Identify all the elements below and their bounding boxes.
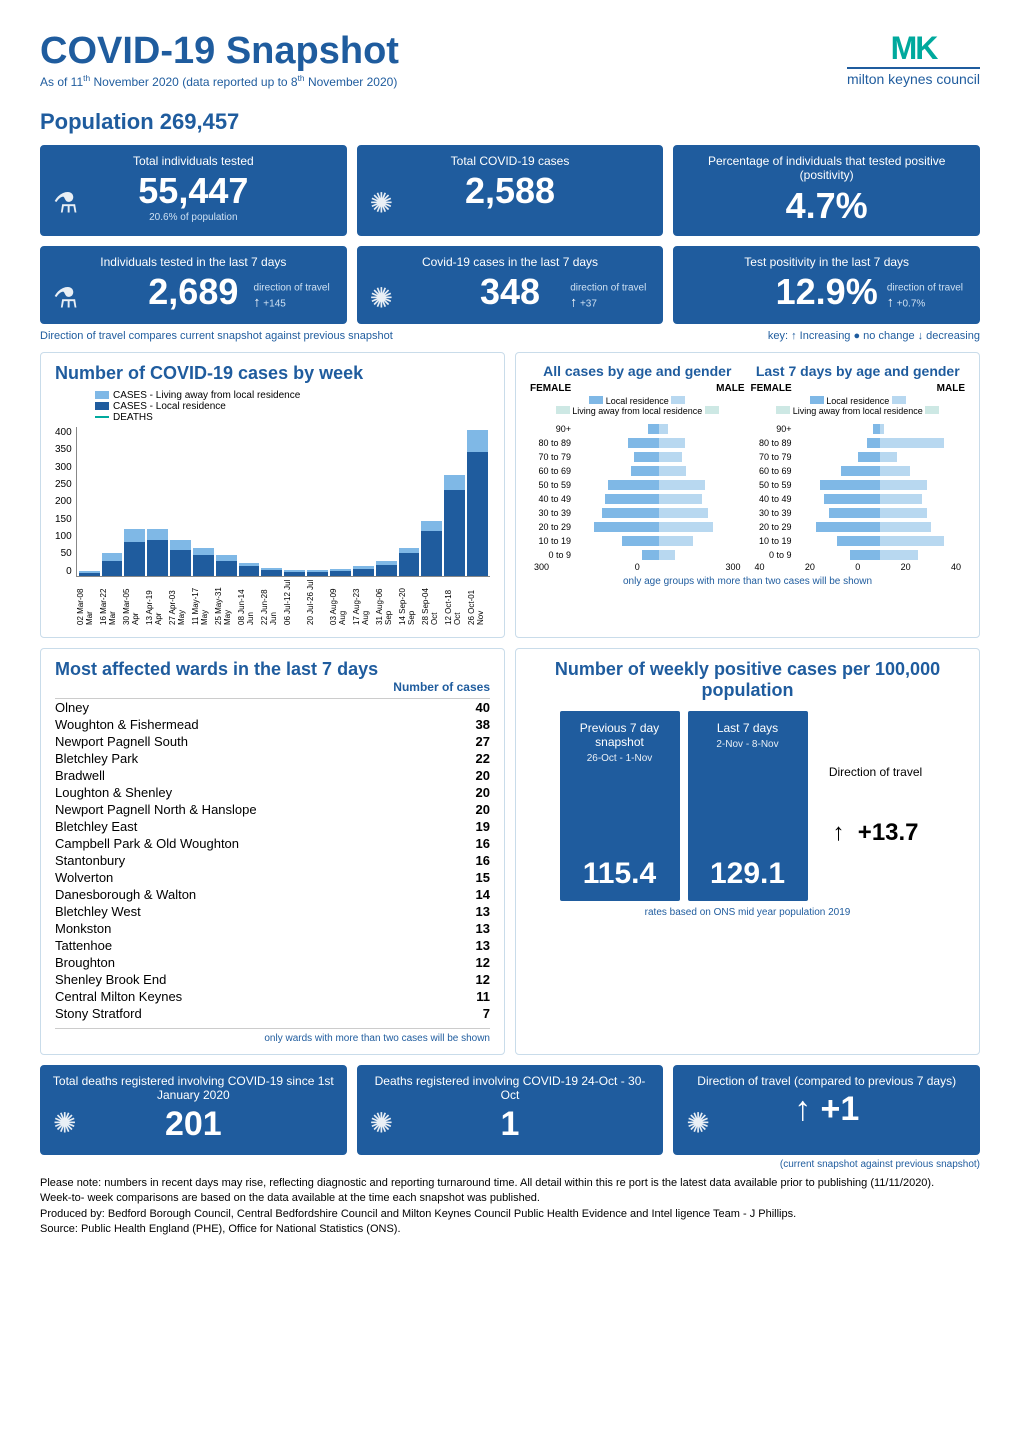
- table-row: Campbell Park & Old Woughton16: [55, 835, 490, 852]
- footer-note: Please note: numbers in recent days may …: [40, 1176, 980, 1191]
- rate-previous: Previous 7 day snapshot26-Oct - 1-Nov 11…: [560, 711, 680, 901]
- footer-note: Source: Public Health England (PHE), Off…: [40, 1222, 980, 1237]
- table-row: Bletchley West13: [55, 903, 490, 920]
- rate-last: Last 7 days2-Nov - 8-Nov 129.1: [688, 711, 808, 901]
- table-row: Tattenhoe13: [55, 937, 490, 954]
- table-row: Bletchley East19: [55, 818, 490, 835]
- age-gender-panel: All cases by age and gender FEMALEMALE L…: [515, 352, 980, 638]
- population-heading: Population 269,457: [40, 109, 980, 135]
- table-row: Bradwell20: [55, 767, 490, 784]
- table-row: Bletchley Park22: [55, 750, 490, 767]
- table-row: Stony Stratford7: [55, 1005, 490, 1022]
- table-row: Wolverton15: [55, 869, 490, 886]
- death-stat-card: ✺Total deaths registered involving COVID…: [40, 1065, 347, 1155]
- direction-note: Direction of travel compares current sna…: [40, 330, 393, 342]
- snapshot-footnote: (current snapshot against previous snaps…: [40, 1159, 980, 1170]
- page-title: COVID-19 Snapshot: [40, 30, 399, 73]
- page-subtitle: As of 11th November 2020 (data reported …: [40, 73, 399, 89]
- footer-note: Week-to- week comparisons are based on t…: [40, 1191, 980, 1206]
- rates-panel: Number of weekly positive cases per 100,…: [515, 648, 980, 1055]
- table-row: Monkston13: [55, 920, 490, 937]
- table-row: Shenley Brook End12: [55, 971, 490, 988]
- council-logo: MK milton keynes council: [847, 30, 980, 87]
- stat-card: ✺Total COVID-19 cases2,588: [357, 145, 664, 236]
- rate-direction: Direction of travel ↑ +13.7: [816, 711, 936, 901]
- table-row: Newport Pagnell South27: [55, 733, 490, 750]
- table-row: Woughton & Fishermead38: [55, 716, 490, 733]
- table-row: Newport Pagnell North & Hanslope20: [55, 801, 490, 818]
- stat-card: Percentage of individuals that tested po…: [673, 145, 980, 236]
- footer-note: Produced by: Bedford Borough Council, Ce…: [40, 1207, 980, 1222]
- stat-card: ✺Covid-19 cases in the last 7 days348dir…: [357, 246, 664, 324]
- table-row: Danesborough & Walton14: [55, 886, 490, 903]
- weekly-cases-panel: Number of COVID-19 cases by week CASES -…: [40, 352, 505, 638]
- direction-key: key: ↑ Increasing ● no change ↓ decreasi…: [768, 330, 980, 342]
- stat-card: Test positivity in the last 7 days12.9%d…: [673, 246, 980, 324]
- table-row: Central Milton Keynes11: [55, 988, 490, 1005]
- table-row: Stantonbury16: [55, 852, 490, 869]
- stat-card: ⚗Total individuals tested55,44720.6% of …: [40, 145, 347, 236]
- table-row: Olney40: [55, 698, 490, 716]
- stat-card: ⚗Individuals tested in the last 7 days2,…: [40, 246, 347, 324]
- death-stat-card: ✺Deaths registered involving COVID-19 24…: [357, 1065, 664, 1155]
- table-row: Loughton & Shenley20: [55, 784, 490, 801]
- table-row: Broughton12: [55, 954, 490, 971]
- death-stat-card: ✺Direction of travel (compared to previo…: [673, 1065, 980, 1155]
- wards-panel: Most affected wards in the last 7 days N…: [40, 648, 505, 1055]
